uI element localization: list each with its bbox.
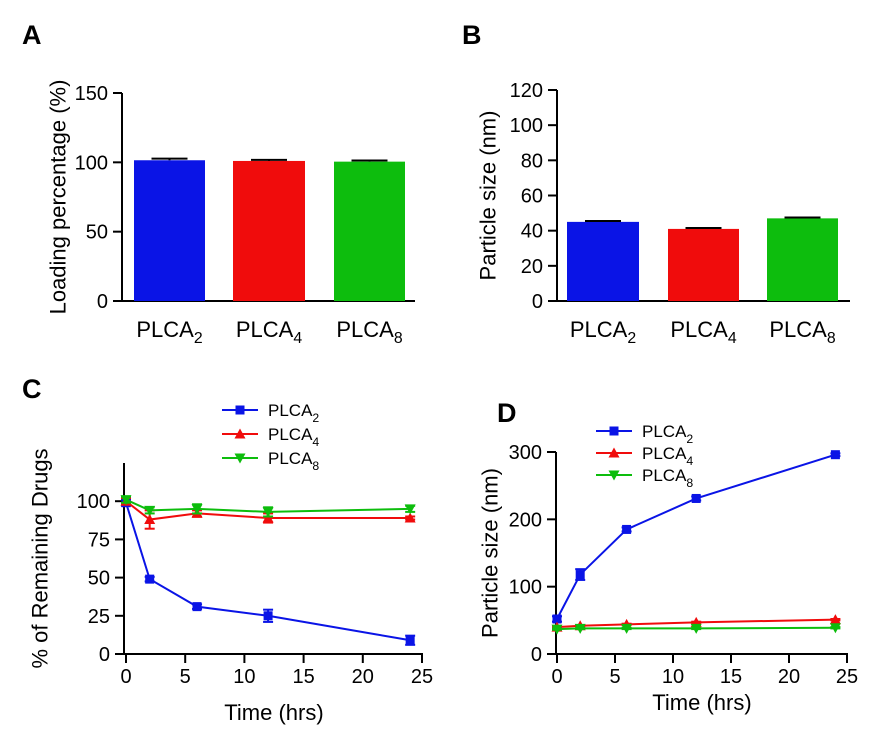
legend-label: PLCA4: [268, 425, 319, 449]
series-plca8: [120, 495, 416, 518]
panel-letter: B: [462, 20, 482, 50]
series-plca2: [552, 450, 841, 624]
x-tick-label: 0: [551, 666, 562, 688]
x-category-label: PLCA8: [336, 317, 402, 347]
data-point: [622, 524, 632, 534]
y-tick-label: 0: [97, 291, 108, 313]
y-tick-label: 50: [86, 222, 108, 244]
y-tick-label: 40: [521, 221, 543, 243]
y-tick-label: 100: [510, 115, 543, 137]
x-tick-label: 5: [180, 666, 191, 688]
panel-letter: D: [497, 398, 517, 428]
x-tick-label: 15: [292, 666, 314, 688]
data-point: [690, 623, 702, 634]
y-tick-label: 75: [88, 529, 110, 551]
bar: [233, 160, 305, 301]
x-category-label: PLCA4: [236, 317, 302, 347]
x-tick-label: 25: [836, 666, 858, 688]
x-tick-label: 20: [352, 666, 374, 688]
legend-marker: [608, 447, 620, 458]
data-point: [574, 623, 586, 634]
data-point: [262, 507, 274, 518]
y-tick-label: 100: [77, 491, 110, 513]
panel-letter: A: [22, 20, 42, 50]
y-tick-label: 80: [521, 150, 543, 172]
bar: [334, 161, 405, 301]
panel-d: D 0 100 200 300 Particle size (nm) 0 5 10 15 20 25 T…: [478, 398, 858, 715]
y-tick-label: 20: [521, 256, 543, 278]
x-tick-label: 25: [411, 666, 433, 688]
panel-c: C 0 25 50 75 100 % of Remaining Drugs 0 5 10 15 20 2…: [22, 374, 433, 725]
data-point: [621, 623, 633, 634]
series-plca8: [551, 623, 841, 635]
x-tick-label: 15: [720, 666, 742, 688]
y-tick-label: 200: [509, 509, 542, 531]
data-point: [120, 495, 132, 506]
x-axis-title: Time (hrs): [652, 690, 751, 715]
data-point: [404, 504, 416, 515]
bar: [668, 228, 739, 301]
data-point: [829, 623, 841, 634]
x-axis-title: Time (hrs): [224, 700, 323, 725]
data-point: [404, 512, 416, 523]
y-axis-title: % of Remaining Drugs: [28, 448, 53, 668]
x-category-label: PLCA8: [769, 317, 835, 347]
panel-letter: C: [22, 374, 42, 404]
data-point: [829, 614, 841, 625]
y-tick-label: 0: [532, 291, 543, 313]
data-point: [191, 504, 203, 515]
y-tick-label: 100: [75, 152, 108, 174]
y-tick-label: 100: [509, 577, 542, 599]
x-tick-label: 10: [233, 666, 255, 688]
y-tick-label: 0: [531, 644, 542, 666]
y-tick-label: 50: [88, 568, 110, 590]
legend-label: PLCA8: [268, 449, 319, 473]
x-tick-label: 5: [609, 666, 620, 688]
y-tick-label: 120: [510, 80, 543, 102]
data-point: [145, 574, 155, 584]
bar: [134, 160, 205, 301]
legend-label: PLCA8: [642, 466, 693, 490]
y-axis-title: Loading percentage (%): [46, 80, 71, 315]
series-line: [556, 453, 836, 620]
data-point: [405, 635, 415, 645]
y-tick-label: 25: [88, 606, 110, 628]
y-tick-label: 150: [75, 83, 108, 105]
data-point: [262, 512, 274, 523]
legend-marker: [234, 428, 246, 439]
y-axis-title: Particle size (nm): [478, 468, 503, 638]
legend-label: PLCA2: [268, 401, 319, 425]
y-tick-label: 60: [521, 186, 543, 208]
panel-b: B 0 20 40 60 80 100 120 Particle size (nm) PLCA2 P…: [462, 20, 850, 347]
x-tick-label: 20: [778, 666, 800, 688]
data-point: [691, 493, 701, 503]
data-point: [192, 602, 202, 612]
data-point: [830, 450, 840, 460]
series-plca2: [121, 498, 416, 646]
data-point: [263, 611, 273, 621]
x-tick-label: 10: [662, 666, 684, 688]
legend-marker: [608, 470, 620, 481]
data-point: [575, 570, 585, 580]
y-tick-label: 0: [99, 644, 110, 666]
y-tick-label: 300: [509, 442, 542, 464]
x-category-label: PLCA2: [136, 317, 202, 347]
y-axis-title: Particle size (nm): [476, 111, 501, 281]
data-point: [551, 624, 563, 635]
legend-marker: [609, 426, 619, 436]
data-point: [144, 514, 156, 525]
legend-label: PLCA4: [642, 444, 693, 468]
data-point: [552, 614, 562, 624]
legend-label: PLCA2: [642, 422, 693, 446]
legend-marker: [234, 453, 246, 464]
bar: [567, 221, 639, 301]
x-category-label: PLCA4: [670, 317, 736, 347]
x-tick-label: 0: [120, 666, 131, 688]
data-point: [144, 505, 156, 516]
bar: [767, 218, 838, 301]
x-category-label: PLCA2: [570, 317, 636, 347]
legend-marker: [235, 405, 245, 415]
